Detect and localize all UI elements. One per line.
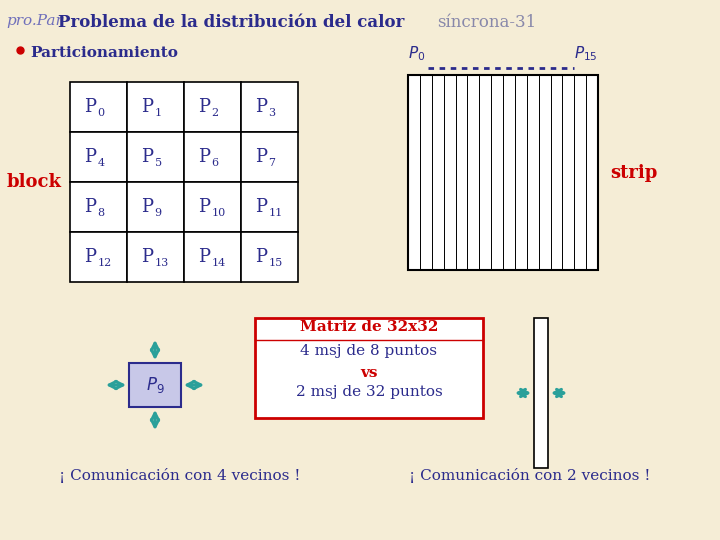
Bar (241, 132, 298, 182)
Bar (184, 132, 241, 182)
Text: 15: 15 (269, 258, 283, 268)
Text: P: P (84, 98, 96, 116)
Text: P: P (256, 98, 268, 116)
Bar (184, 182, 241, 232)
Bar (408, 75, 598, 270)
Bar (70, 232, 127, 282)
Text: P: P (84, 248, 96, 266)
Text: 10: 10 (212, 208, 226, 218)
Text: P: P (199, 248, 210, 266)
Text: P: P (199, 98, 210, 116)
Bar (70, 132, 127, 182)
Text: P: P (142, 98, 153, 116)
Text: Matriz de 32x32: Matriz de 32x32 (300, 320, 438, 334)
Text: vs: vs (360, 366, 378, 380)
Text: 0: 0 (97, 108, 104, 118)
Text: 7: 7 (269, 158, 276, 168)
Text: 13: 13 (155, 258, 168, 268)
Text: 2 msj de 32 puntos: 2 msj de 32 puntos (296, 385, 442, 399)
Text: 12: 12 (97, 258, 112, 268)
Text: 14: 14 (212, 258, 226, 268)
Text: síncrona-31: síncrona-31 (437, 14, 536, 31)
Bar (127, 82, 184, 132)
Bar (70, 82, 127, 132)
Text: 11: 11 (269, 208, 283, 218)
Bar (184, 82, 241, 132)
Text: P: P (142, 248, 153, 266)
Text: $P_0$: $P_0$ (408, 44, 426, 63)
Text: P: P (84, 198, 96, 216)
Bar (255, 318, 483, 418)
Text: 4 msj de 8 puntos: 4 msj de 8 puntos (300, 344, 438, 358)
Bar (241, 82, 298, 132)
Text: P: P (142, 148, 153, 166)
Text: ¡ Comunicación con 2 vecinos !: ¡ Comunicación con 2 vecinos ! (409, 468, 651, 483)
Text: 1: 1 (155, 108, 161, 118)
Bar (534, 318, 548, 468)
Text: $P_9$: $P_9$ (145, 375, 164, 395)
Bar (184, 232, 241, 282)
Text: $P_{15}$: $P_{15}$ (575, 44, 598, 63)
Text: P: P (84, 148, 96, 166)
Text: P: P (142, 198, 153, 216)
Text: P: P (256, 198, 268, 216)
Text: ¡ Comunicación con 4 vecinos !: ¡ Comunicación con 4 vecinos ! (59, 468, 301, 483)
Text: strip: strip (610, 164, 657, 181)
Text: Problema de la distribución del calor: Problema de la distribución del calor (58, 14, 405, 31)
Bar (241, 232, 298, 282)
Bar (127, 232, 184, 282)
Text: P: P (256, 248, 268, 266)
Text: 4: 4 (97, 158, 104, 168)
Text: 2: 2 (212, 108, 219, 118)
Bar (70, 182, 127, 232)
Text: block: block (7, 173, 62, 191)
Text: 8: 8 (97, 208, 104, 218)
Bar (129, 363, 181, 407)
Text: P: P (256, 148, 268, 166)
Bar (127, 182, 184, 232)
Text: 3: 3 (269, 108, 276, 118)
Text: pro.Par: pro.Par (6, 14, 63, 28)
Text: 6: 6 (212, 158, 219, 168)
Text: 9: 9 (155, 208, 161, 218)
Bar (241, 182, 298, 232)
Text: 5: 5 (155, 158, 161, 168)
Text: P: P (199, 148, 210, 166)
Text: Particionamiento: Particionamiento (30, 46, 178, 60)
Text: P: P (199, 198, 210, 216)
Bar (127, 132, 184, 182)
